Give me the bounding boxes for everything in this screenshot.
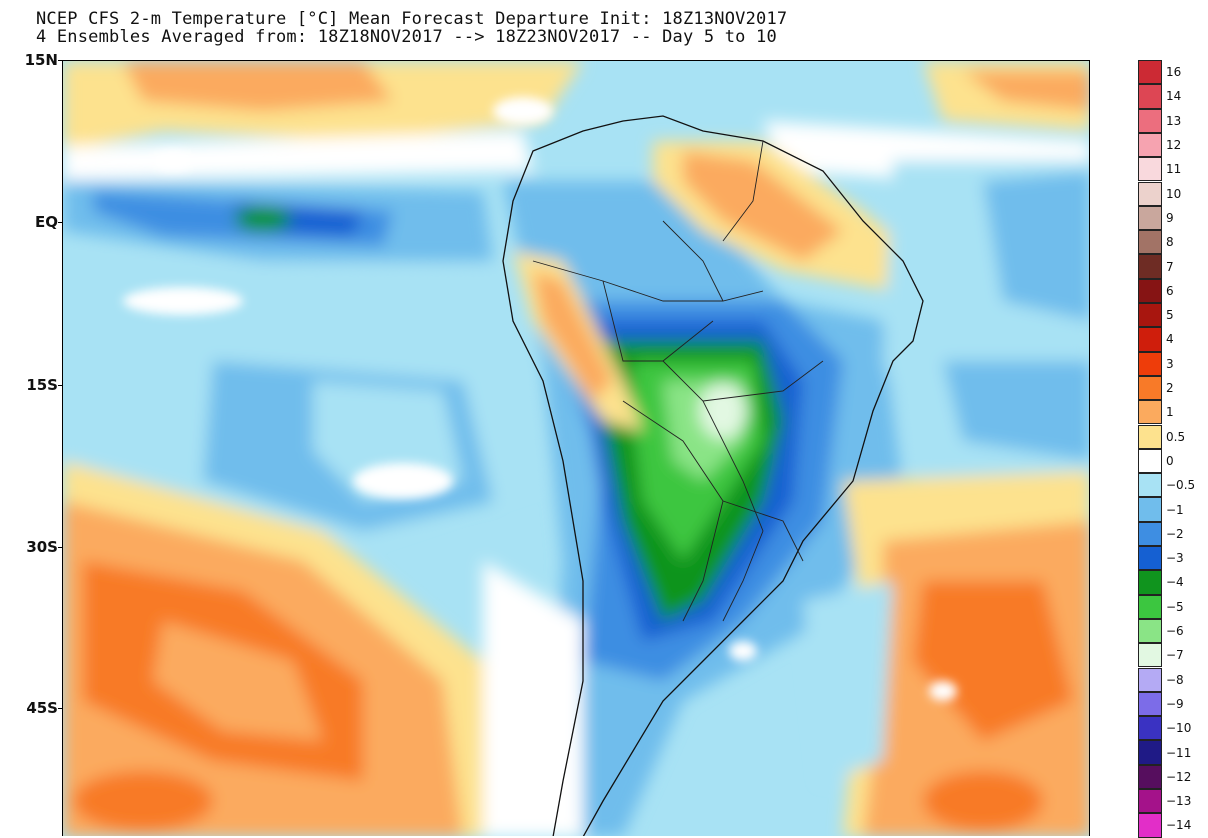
colorbar-swatch — [1138, 643, 1162, 668]
colorbar-swatch — [1138, 473, 1162, 498]
colorbar-swatch — [1138, 108, 1162, 133]
colorbar-label: −14 — [1166, 818, 1192, 833]
colorbar-label: −2 — [1166, 526, 1184, 541]
country-borders — [532, 140, 824, 622]
map-canvas — [63, 61, 1089, 836]
map-title: NCEP CFS 2-m Temperature [°C] Mean Forec… — [36, 10, 787, 46]
colorbar-label: 9 — [1166, 210, 1174, 225]
colorbar-swatch — [1138, 351, 1162, 376]
colorbar-label: −0.5 — [1166, 478, 1196, 493]
lat-label-15n: 15N — [24, 51, 58, 69]
anomaly-field — [63, 61, 1089, 836]
colorbar-swatch — [1138, 448, 1162, 474]
temperature-anomaly-map — [62, 60, 1090, 836]
title-line-2: 4 Ensembles Averaged from: 18Z18NOV2017 … — [36, 27, 777, 47]
lat-tick — [58, 60, 64, 61]
colorbar-swatch — [1138, 60, 1162, 85]
colorbar-label: −12 — [1166, 769, 1192, 784]
colorbar-swatch — [1138, 205, 1162, 231]
colorbar-swatch — [1138, 400, 1162, 425]
colorbar-swatch — [1138, 570, 1162, 595]
colorbar-swatch — [1138, 740, 1162, 765]
colorbar-swatch — [1138, 789, 1162, 814]
colorbar-label: 5 — [1166, 308, 1174, 323]
colorbar-swatch — [1138, 303, 1162, 328]
colorbar-label: 13 — [1166, 113, 1182, 128]
colorbar-swatch — [1138, 278, 1162, 303]
colorbar-label: 14 — [1166, 89, 1182, 104]
lat-tick — [58, 708, 64, 709]
colorbar-label: 12 — [1166, 138, 1182, 153]
colorbar-label: −4 — [1166, 575, 1184, 590]
lat-label-30s: 30S — [26, 538, 58, 556]
colorbar-swatch — [1138, 230, 1162, 255]
colorbar-label: 4 — [1166, 332, 1174, 347]
colorbar-swatch — [1138, 157, 1162, 182]
colorbar-swatch — [1138, 594, 1162, 619]
colorbar-label: −11 — [1166, 745, 1192, 760]
lat-tick — [58, 385, 64, 386]
colorbar-swatch — [1138, 424, 1162, 449]
colorbar-label: 16 — [1166, 65, 1182, 80]
colorbar-swatch — [1138, 84, 1162, 109]
title-line-1: NCEP CFS 2-m Temperature [°C] Mean Forec… — [36, 9, 788, 29]
south-america-coastline — [502, 115, 924, 836]
colorbar-label: 0 — [1166, 453, 1174, 468]
colorbar-label: 11 — [1166, 162, 1182, 177]
colorbar-label: 0.5 — [1166, 429, 1186, 444]
colorbar-swatch — [1138, 546, 1162, 571]
colorbar-swatch — [1138, 667, 1162, 692]
lat-label-45s: 45S — [26, 699, 58, 717]
colorbar-label: 8 — [1166, 235, 1174, 250]
colorbar-label: −8 — [1166, 672, 1184, 687]
colorbar-swatch — [1138, 716, 1162, 741]
colorbar-swatch — [1138, 618, 1162, 644]
colorbar-label: 2 — [1166, 381, 1174, 396]
colorbar-label: −6 — [1166, 624, 1184, 639]
white-patches — [123, 97, 957, 701]
colorbar-label: 6 — [1166, 283, 1174, 298]
colorbar-swatch — [1138, 375, 1162, 401]
colorbar-label: 10 — [1166, 186, 1182, 201]
colorbar-label: −7 — [1166, 648, 1184, 663]
colorbar-label: 3 — [1166, 356, 1174, 371]
colorbar-label: −3 — [1166, 551, 1184, 566]
colorbar-label: 1 — [1166, 405, 1174, 420]
lat-tick — [58, 222, 64, 223]
colorbar-label: −1 — [1166, 502, 1184, 517]
colorbar-swatch — [1138, 132, 1162, 158]
colorbar-swatch — [1138, 181, 1162, 206]
colorbar-label: −5 — [1166, 599, 1184, 614]
colorbar-label: −13 — [1166, 794, 1192, 809]
lat-label-eq: EQ — [35, 213, 58, 231]
colorbar-swatch — [1138, 764, 1162, 789]
colorbar-label: −10 — [1166, 721, 1192, 736]
colorbar-swatch — [1138, 813, 1162, 838]
colorbar-label: 7 — [1166, 259, 1174, 274]
lat-tick — [58, 547, 64, 548]
colorbar-swatch — [1138, 327, 1162, 352]
colorbar-swatch — [1138, 691, 1162, 717]
colorbar-label: −9 — [1166, 696, 1184, 711]
lat-label-15s: 15S — [26, 376, 58, 394]
colorbar-swatch — [1138, 254, 1162, 279]
colorbar-swatch — [1138, 497, 1162, 522]
colorbar-swatch — [1138, 521, 1162, 546]
